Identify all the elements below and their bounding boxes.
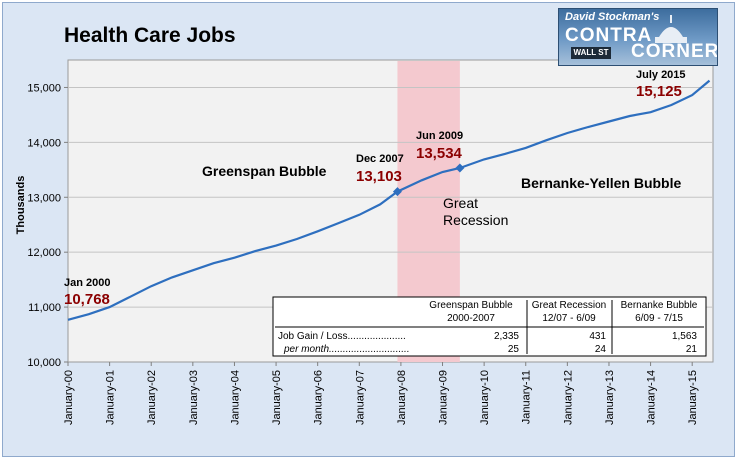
annotation-july-2015-value: 15,125 [636, 83, 682, 100]
x-tick-label: January-15 [687, 370, 699, 425]
x-tick-label: January-04 [229, 370, 241, 425]
contra-corner-logo: David Stockman's CONTRA WALL ST CORNER [558, 8, 718, 66]
x-tick-label: January-06 [313, 370, 325, 425]
x-tick-label: January-05 [271, 370, 283, 425]
table-header-great-recession: Great Recession [532, 300, 606, 311]
table-cell-job-gain-bernanke: 1,563 [672, 331, 697, 342]
great-recession-label-line1: Great [443, 195, 478, 211]
table-header-greenspan: Greenspan Bubble [429, 300, 513, 311]
summary-table: Greenspan Bubble 2000-2007 Great Recessi… [272, 296, 707, 357]
x-tick-label: January-09 [438, 370, 450, 425]
y-tick-label: 11,000 [28, 302, 61, 314]
table-header-bernanke: Bernanke Bubble [621, 300, 698, 311]
great-recession-label-line2: Recession [443, 212, 508, 228]
data-point-marker [392, 187, 402, 197]
bernanke-yellen-bubble-label: Bernanke-Yellen Bubble [521, 175, 681, 191]
x-tick-label: January-14 [646, 370, 658, 425]
y-tick-label: 13,000 [27, 192, 61, 204]
logo-line-1: David Stockman's [565, 11, 660, 23]
table-row-job-gain-label: Job Gain / Loss..................... [278, 331, 406, 342]
series-line-health-care-jobs [67, 79, 711, 321]
logo-line-2: CONTRA [565, 25, 653, 46]
x-tick-label: January-02 [146, 370, 158, 425]
x-tick-label: January-13 [604, 370, 616, 425]
greenspan-bubble-label: Greenspan Bubble [202, 163, 327, 179]
table-cell-per-month-recession: 24 [595, 344, 607, 355]
data-point-marker [455, 163, 465, 173]
y-axis-label: Thousands [15, 176, 27, 235]
table-row-per-month-label: per month............................. [283, 344, 410, 355]
x-tick-label: January-12 [562, 370, 574, 425]
chart-title: Health Care Jobs [64, 24, 236, 47]
y-axis-ticks: 10,000 11,000 12,000 13,000 14,000 15,000 [27, 82, 68, 369]
y-tick-label: 15,000 [27, 82, 61, 94]
logo-line-3: CORNER [631, 41, 718, 62]
annotation-jun-2009-label: Jun 2009 [416, 130, 463, 142]
annotation-jun-2009-value: 13,534 [416, 145, 463, 162]
table-cell-job-gain-recession: 431 [589, 331, 606, 342]
annotation-dec-2007-label: Dec 2007 [356, 153, 404, 165]
annotation-jan-2000-value: 10,768 [64, 291, 110, 308]
table-cell-per-month-greenspan: 25 [508, 344, 520, 355]
wall-street-sign: WALL ST [571, 47, 611, 59]
y-tick-label: 14,000 [27, 137, 61, 149]
annotation-jan-2000-label: Jan 2000 [64, 277, 110, 289]
y-tick-label: 10,000 [27, 357, 61, 369]
markers [392, 163, 465, 197]
table-header-bernanke-period: 6/09 - 7/15 [635, 313, 683, 324]
x-tick-label: January-00 [63, 370, 75, 425]
x-tick-label: January-08 [396, 370, 408, 425]
x-tick-label: January-01 [105, 370, 117, 425]
table-cell-per-month-bernanke: 21 [686, 344, 698, 355]
x-tick-label: January-03 [188, 370, 200, 425]
x-tick-label: January-11 [521, 370, 533, 424]
table-header-great-recession-period: 12/07 - 6/09 [542, 313, 596, 324]
y-tick-label: 12,000 [27, 247, 61, 259]
x-tick-label: January-10 [479, 370, 491, 425]
table-cell-job-gain-greenspan: 2,335 [494, 331, 519, 342]
table-header-greenspan-period: 2000-2007 [447, 313, 495, 324]
annotation-july-2015-label: July 2015 [636, 69, 686, 81]
x-axis-ticks: January-00 January-01 January-02 January-03… [63, 362, 699, 425]
annotation-dec-2007-value: 13,103 [356, 168, 402, 185]
x-tick-label: January-07 [354, 370, 366, 425]
capitol-dome-icon [655, 15, 687, 43]
